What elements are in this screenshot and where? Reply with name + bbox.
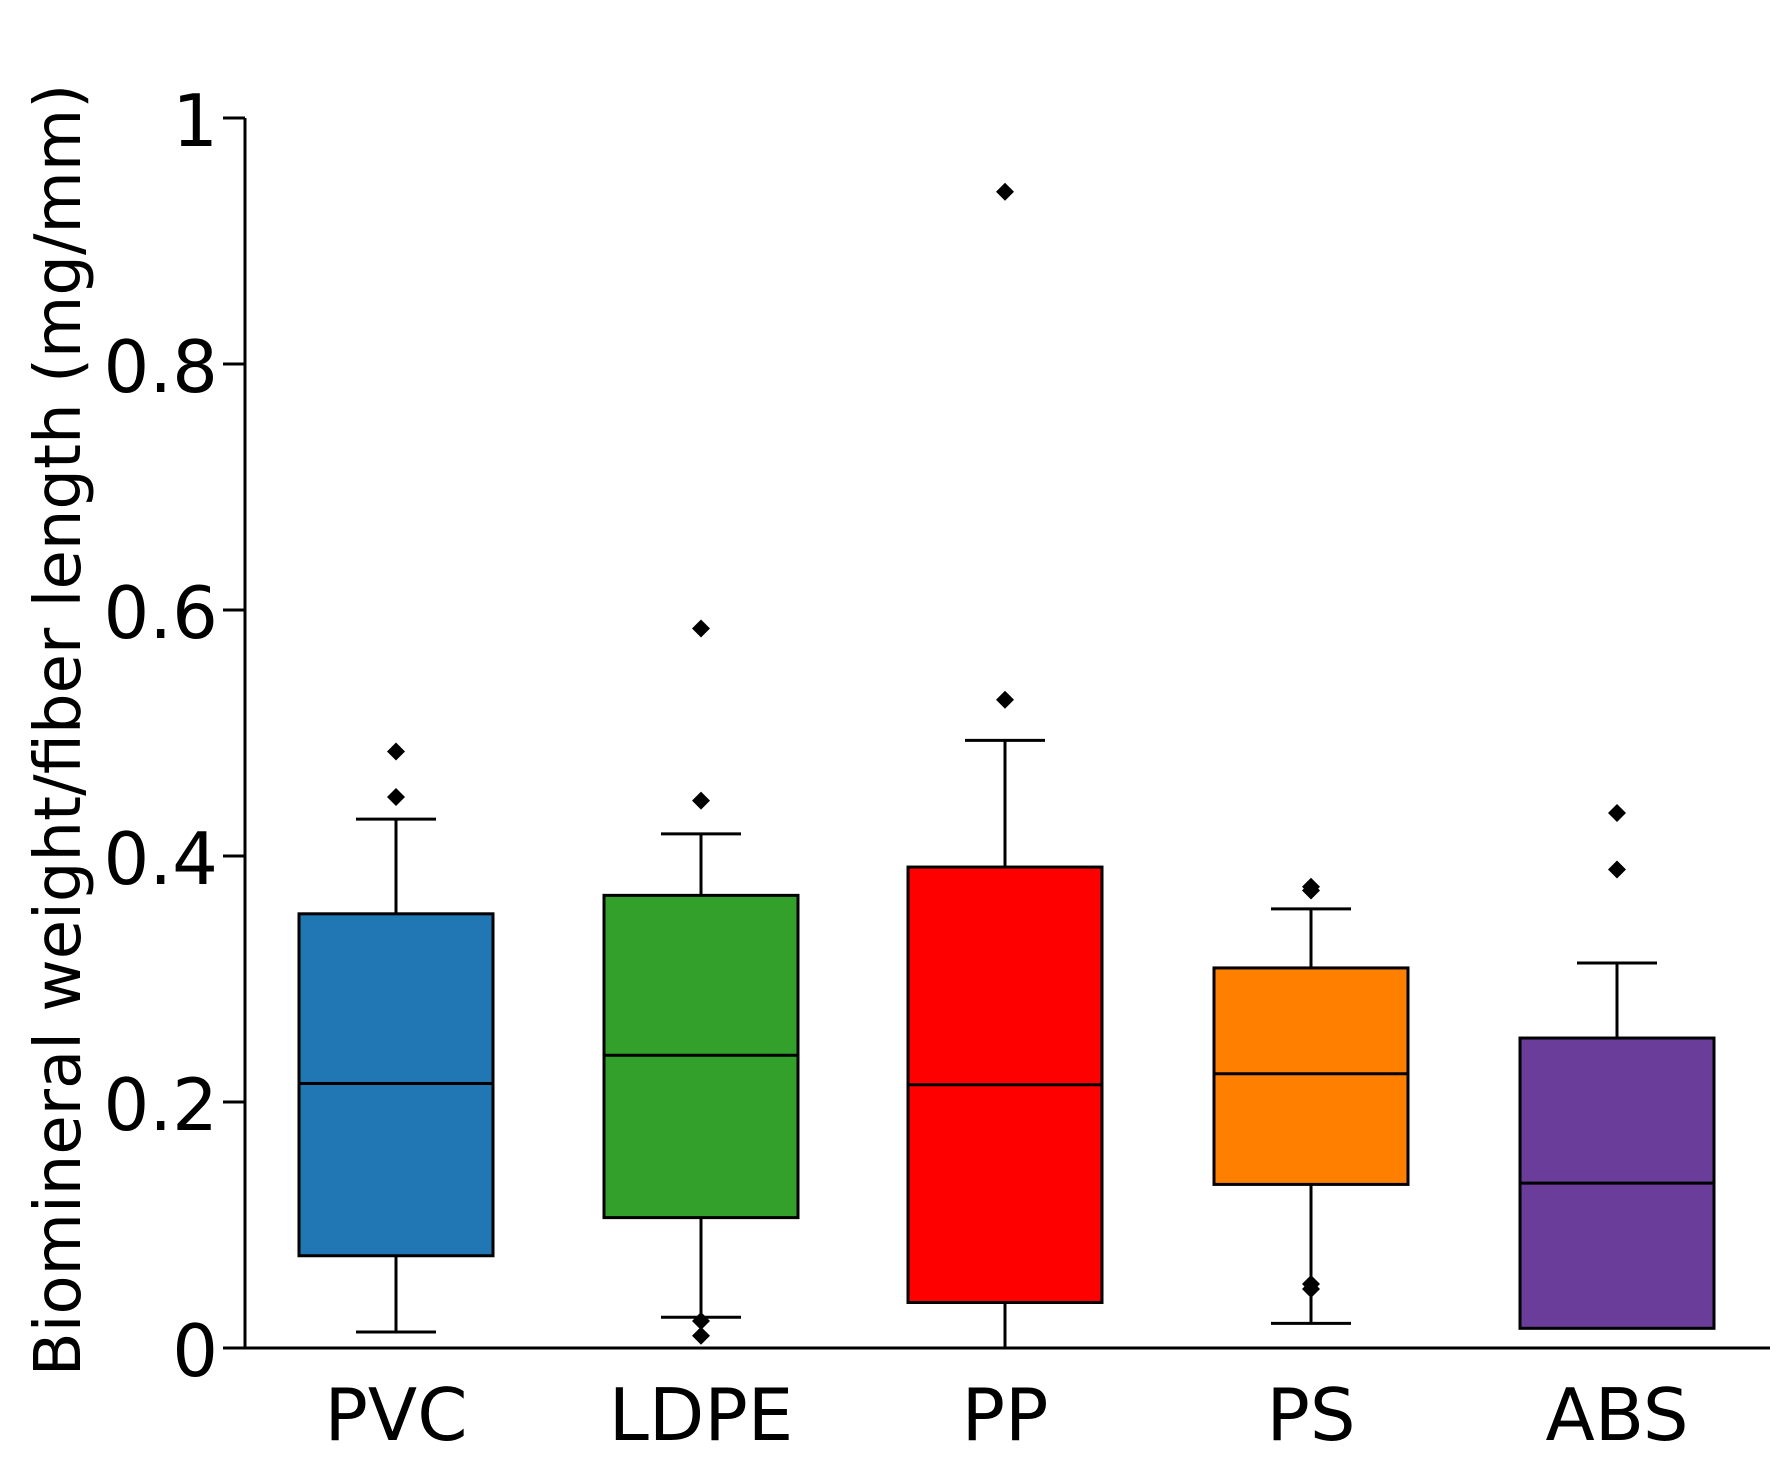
box-group-ps bbox=[1212, 877, 1410, 1325]
outlier-ps-3 bbox=[1302, 1279, 1320, 1298]
outlier-abs-1 bbox=[1608, 860, 1626, 879]
outlier-ps-1 bbox=[1302, 881, 1320, 900]
x-tick-labels: PVC LDPE PP PS ABS bbox=[325, 1373, 1689, 1457]
x-tick-label-pp: PP bbox=[962, 1373, 1049, 1457]
outlier-ldpe-0 bbox=[692, 619, 710, 638]
y-tick-label: 0 bbox=[172, 1309, 218, 1393]
box-group-ldpe bbox=[602, 619, 800, 1345]
outlier-ldpe-1 bbox=[692, 791, 710, 810]
x-tick-label-ps: PS bbox=[1266, 1373, 1355, 1457]
y-axis-label: Biomineral weight/fiber length (mg/mm) bbox=[22, 84, 96, 1376]
box-group-abs bbox=[1518, 803, 1716, 1330]
x-tick-label-pvc: PVC bbox=[325, 1373, 468, 1457]
y-tick-label: 1 bbox=[172, 79, 218, 163]
box-group-pvc bbox=[297, 742, 495, 1334]
axes: 0 0.2 0.4 0.6 0.8 1 PVC LDPE PP PS ABS bbox=[103, 79, 1770, 1457]
y-tick-label: 0.2 bbox=[103, 1063, 218, 1147]
outlier-ldpe-3 bbox=[692, 1326, 710, 1345]
y-tick-label: 0.8 bbox=[103, 325, 218, 409]
x-tick-label-abs: ABS bbox=[1545, 1373, 1688, 1457]
outlier-pvc-0 bbox=[387, 742, 405, 761]
outlier-ldpe-2 bbox=[692, 1311, 710, 1330]
outlier-pp-0 bbox=[996, 182, 1014, 201]
box-group-pp bbox=[906, 182, 1104, 1348]
box-ps bbox=[1212, 966, 1410, 1186]
y-ticks: 0 0.2 0.4 0.6 0.8 1 bbox=[103, 79, 245, 1393]
outlier-pp-1 bbox=[996, 690, 1014, 709]
x-tick-label-ldpe: LDPE bbox=[609, 1373, 793, 1457]
boxes bbox=[297, 182, 1716, 1348]
y-tick-label: 0.6 bbox=[103, 571, 218, 655]
y-tick-label: 0.4 bbox=[103, 817, 218, 901]
outlier-pvc-1 bbox=[387, 787, 405, 806]
outlier-abs-0 bbox=[1608, 803, 1626, 822]
